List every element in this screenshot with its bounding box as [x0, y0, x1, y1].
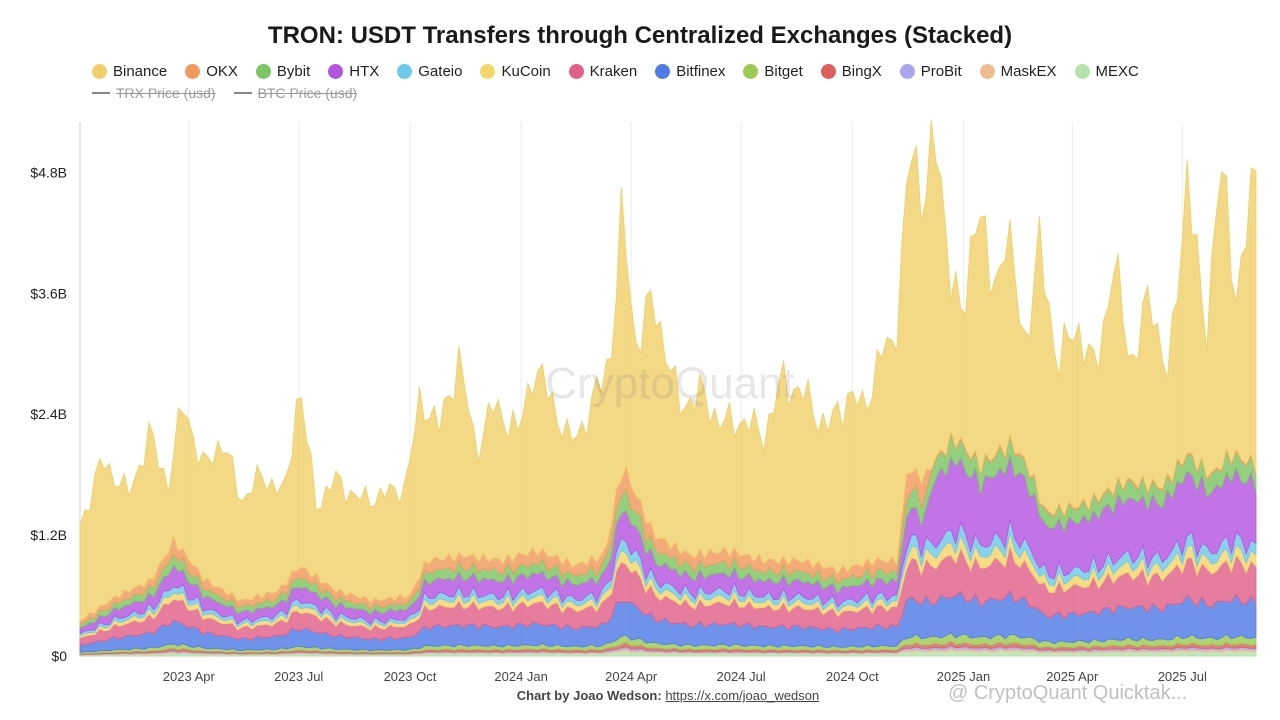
legend-item-bingx[interactable]: BingX	[820, 62, 882, 80]
legend-item-kucoin[interactable]: KuCoin	[480, 62, 551, 80]
legend-item-okx[interactable]: OKX	[185, 63, 238, 80]
credit-link[interactable]: https://x.com/joao_wedson	[665, 688, 820, 703]
legend-label: TRX Price (usd)	[116, 85, 216, 101]
legend-label: Binance	[113, 62, 168, 80]
legend-swatch	[568, 63, 584, 79]
legend-swatch	[820, 63, 836, 79]
legend-swatch	[979, 63, 995, 79]
legend-label: Bitfinex	[676, 62, 726, 80]
legend-label: Bitget	[764, 62, 803, 80]
legend-item-binance[interactable]: Binance	[92, 63, 167, 80]
series-area-binance	[79, 119, 1257, 622]
x-tick-label: 2025 Jul	[1158, 669, 1207, 684]
legend-item-probit[interactable]: ProBit	[899, 62, 962, 80]
legend-swatch	[655, 63, 671, 79]
legend-swatch	[480, 63, 496, 79]
legend-item-bybit[interactable]: Bybit	[255, 62, 311, 80]
legend-item-maskex[interactable]: MaskEX	[979, 62, 1057, 80]
legend-label: ProBit	[920, 62, 962, 80]
legend-label: Kraken	[589, 62, 638, 80]
y-tick-label: $2.4B	[30, 406, 67, 422]
y-tick-label: $4.8B	[30, 164, 67, 180]
legend-label: Gateio	[418, 62, 463, 80]
legend-label: BTC Price (usd)	[257, 85, 358, 101]
legend-swatch	[328, 63, 344, 79]
legend-swatch	[185, 63, 201, 79]
legend-row-hidden: TRX Price (usd) BTC Price (usd)	[92, 82, 1252, 104]
legend-label: BingX	[841, 62, 882, 80]
legend-swatch	[92, 63, 107, 79]
x-tick-label: 2023 Oct	[384, 669, 437, 684]
legend-item-mexc[interactable]: MEXC	[1074, 62, 1139, 80]
corner-watermark: @ CryptoQuant Quicktak...	[948, 682, 1188, 704]
legend-label: MEXC	[1095, 62, 1139, 80]
legend-swatch	[743, 63, 759, 79]
legend-line-swatch	[233, 92, 252, 94]
legend-label: OKX	[206, 62, 238, 80]
legend-item-btc-price-usd[interactable]: BTC Price (usd)	[233, 85, 358, 101]
legend-label: Bybit	[276, 62, 311, 80]
chart-title: TRON: USDT Transfers through Centralized…	[267, 22, 1013, 49]
legend-item-gateio[interactable]: Gateio	[397, 63, 462, 80]
legend-label: HTX	[349, 62, 380, 80]
legend-label: MaskEX	[1000, 62, 1057, 80]
legend-swatch	[1074, 63, 1090, 79]
legend-label: KuCoin	[501, 62, 551, 80]
legend: Binance OKX Bybit HTX Gateio KuCoin Kraken Bitf…	[92, 60, 1252, 104]
y-tick-label: $0	[51, 648, 67, 664]
legend-item-bitget[interactable]: Bitget	[743, 62, 803, 80]
x-tick-label: 2023 Jul	[274, 669, 323, 684]
center-watermark: CryptoQuant	[545, 359, 794, 408]
x-tick-label: 2024 Oct	[826, 669, 879, 684]
legend-line-swatch	[92, 92, 110, 94]
legend-item-trx-price-usd[interactable]: TRX Price (usd)	[92, 85, 216, 101]
x-tick-label: 2024 Jul	[717, 669, 766, 684]
credit-prefix: Chart by Joao Wedson:	[516, 688, 662, 703]
legend-swatch	[397, 63, 413, 79]
x-tick-label: 2024 Apr	[605, 669, 658, 684]
y-tick-label: $3.6B	[30, 285, 67, 301]
legend-item-htx[interactable]: HTX	[328, 63, 379, 80]
legend-row-series: Binance OKX Bybit HTX Gateio KuCoin Kraken Bitf…	[92, 60, 1252, 82]
x-tick-label: 2024 Jan	[494, 669, 548, 684]
x-tick-label: 2025 Jan	[937, 669, 991, 684]
x-tick-label: 2023 Apr	[163, 669, 216, 684]
y-tick-label: $1.2B	[30, 527, 67, 543]
legend-item-kraken[interactable]: Kraken	[568, 62, 638, 80]
chart-credit: Chart by Joao Wedson: https://x.com/joao…	[0, 688, 1280, 703]
x-tick-label: 2025 Apr	[1046, 669, 1099, 684]
legend-swatch	[899, 63, 915, 79]
legend-swatch	[255, 63, 271, 79]
legend-item-bitfinex[interactable]: Bitfinex	[655, 63, 725, 80]
